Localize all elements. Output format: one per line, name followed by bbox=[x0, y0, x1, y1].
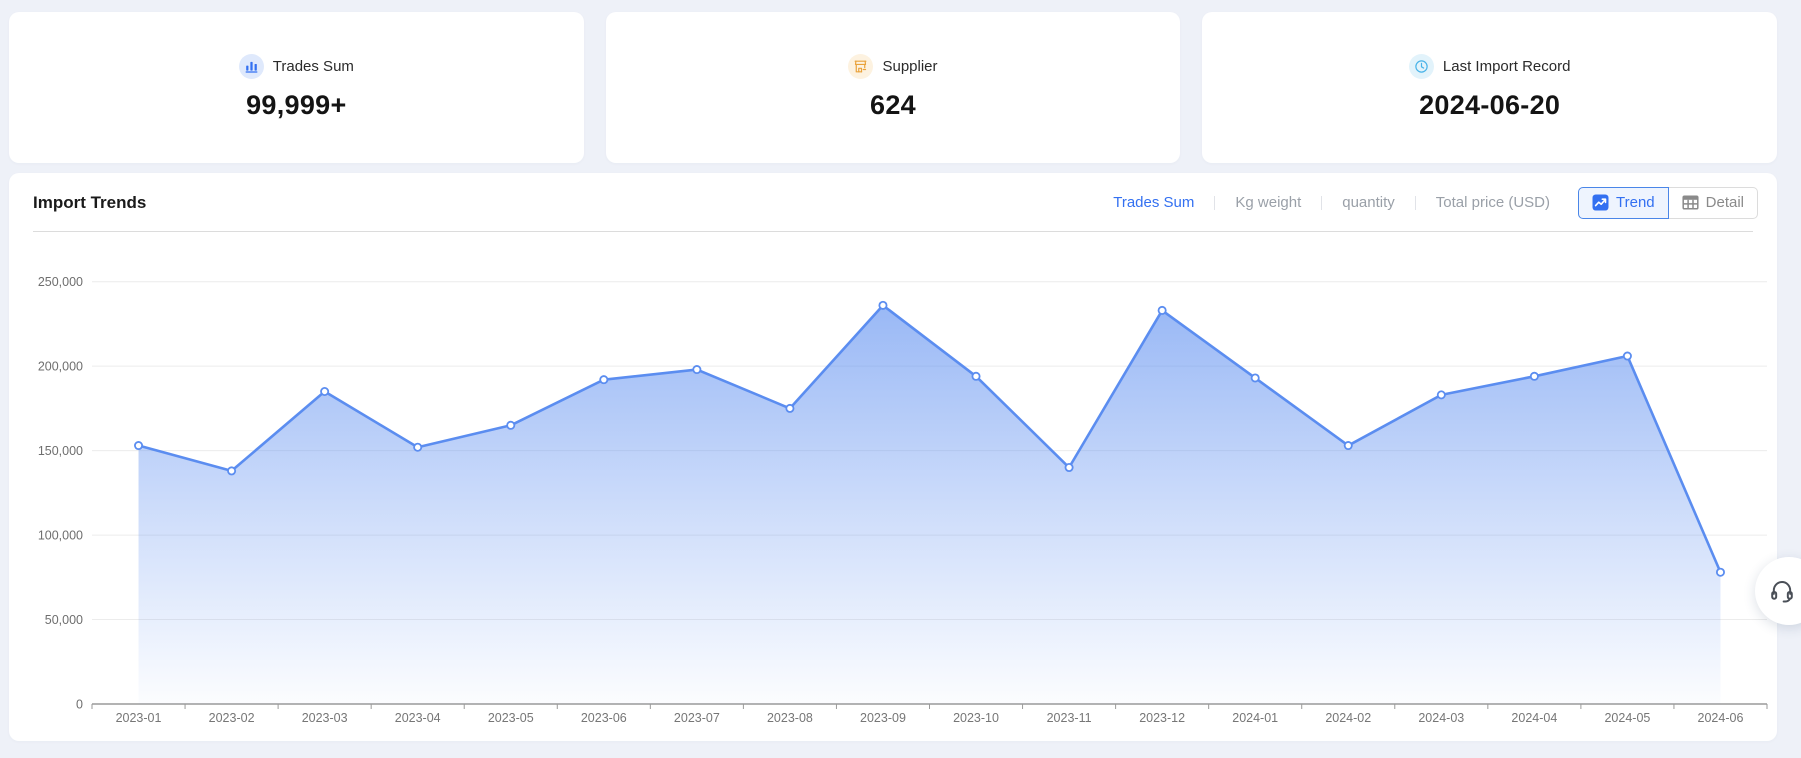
view-toggle-group: Trend Detail bbox=[1578, 186, 1758, 219]
stat-label: Trades Sum bbox=[272, 58, 354, 75]
trend-button-label: Trend bbox=[1616, 194, 1655, 211]
stat-label: Last Import Record bbox=[1442, 58, 1571, 75]
svg-text:150,000: 150,000 bbox=[38, 444, 83, 458]
svg-text:200,000: 200,000 bbox=[38, 360, 83, 374]
storefront-icon bbox=[848, 54, 874, 79]
metric-tab-trades-sum[interactable]: Trades Sum bbox=[1113, 194, 1195, 211]
svg-text:2023-01: 2023-01 bbox=[116, 711, 162, 725]
chart-title: Import Trends bbox=[33, 192, 147, 212]
svg-text:2023-03: 2023-03 bbox=[302, 711, 348, 725]
stat-card-trades-sum: Trades Sum 99,999+ bbox=[9, 12, 584, 163]
svg-text:250,000: 250,000 bbox=[38, 275, 83, 289]
svg-text:50,000: 50,000 bbox=[45, 613, 83, 627]
svg-text:2024-02: 2024-02 bbox=[1325, 711, 1371, 725]
svg-text:2024-05: 2024-05 bbox=[1604, 711, 1650, 725]
svg-text:2023-05: 2023-05 bbox=[488, 711, 534, 725]
svg-text:2024-03: 2024-03 bbox=[1418, 711, 1464, 725]
svg-text:2023-08: 2023-08 bbox=[767, 711, 813, 725]
support-button[interactable] bbox=[1755, 557, 1801, 625]
clock-icon bbox=[1408, 54, 1434, 79]
table-icon bbox=[1682, 194, 1699, 211]
svg-text:2024-04: 2024-04 bbox=[1511, 711, 1557, 725]
stat-label: Supplier bbox=[882, 58, 938, 75]
svg-text:100,000: 100,000 bbox=[38, 529, 83, 543]
trend-view-button[interactable]: Trend bbox=[1578, 186, 1669, 219]
stat-cards-row: Trades Sum 99,999+ Supplier 624 bbox=[9, 12, 1778, 163]
tab-divider bbox=[1414, 195, 1416, 210]
detail-view-button[interactable]: Detail bbox=[1668, 186, 1758, 219]
tab-divider bbox=[1321, 195, 1323, 210]
svg-text:2023-10: 2023-10 bbox=[953, 711, 999, 725]
stat-value: 99,999+ bbox=[246, 90, 347, 120]
svg-text:2023-09: 2023-09 bbox=[860, 711, 906, 725]
headset-icon bbox=[1768, 577, 1796, 605]
stat-value: 624 bbox=[870, 90, 916, 120]
stat-card-supplier: Supplier 624 bbox=[605, 12, 1181, 163]
svg-text:2024-06: 2024-06 bbox=[1698, 711, 1744, 725]
svg-text:2023-12: 2023-12 bbox=[1139, 711, 1185, 725]
svg-text:2023-02: 2023-02 bbox=[209, 711, 255, 725]
chart-header: Import Trends Trades Sum Kg weight quantit… bbox=[9, 173, 1777, 232]
trend-chart-icon bbox=[1592, 194, 1609, 211]
svg-text:2023-04: 2023-04 bbox=[395, 711, 441, 725]
import-trends-area-chart: 0 50,000 100,000 150,000 200,000 250,000 2023-… bbox=[38, 275, 1768, 725]
tab-divider bbox=[1214, 195, 1216, 210]
bar-chart-icon bbox=[238, 54, 264, 79]
stat-value: 2024-06-20 bbox=[1419, 90, 1561, 120]
detail-button-label: Detail bbox=[1705, 194, 1744, 211]
svg-text:2024-01: 2024-01 bbox=[1232, 711, 1278, 725]
stat-card-last-import-record: Last Import Record 2024-06-20 bbox=[1202, 12, 1778, 163]
metric-tab-kg-weight[interactable]: Kg weight bbox=[1235, 194, 1302, 211]
metric-tabs: Trades Sum Kg weight quantity Total price (… bbox=[1113, 194, 1550, 211]
metric-tab-total-price-usd-[interactable]: Total price (USD) bbox=[1435, 194, 1550, 211]
svg-text:0: 0 bbox=[76, 698, 83, 712]
svg-text:2023-06: 2023-06 bbox=[581, 711, 627, 725]
import-trends-card: Import Trends Trades Sum Kg weight quantit… bbox=[9, 173, 1777, 741]
metric-tab-quantity[interactable]: quantity bbox=[1342, 194, 1395, 211]
svg-text:2023-11: 2023-11 bbox=[1047, 711, 1092, 725]
svg-text:2023-07: 2023-07 bbox=[674, 711, 720, 725]
